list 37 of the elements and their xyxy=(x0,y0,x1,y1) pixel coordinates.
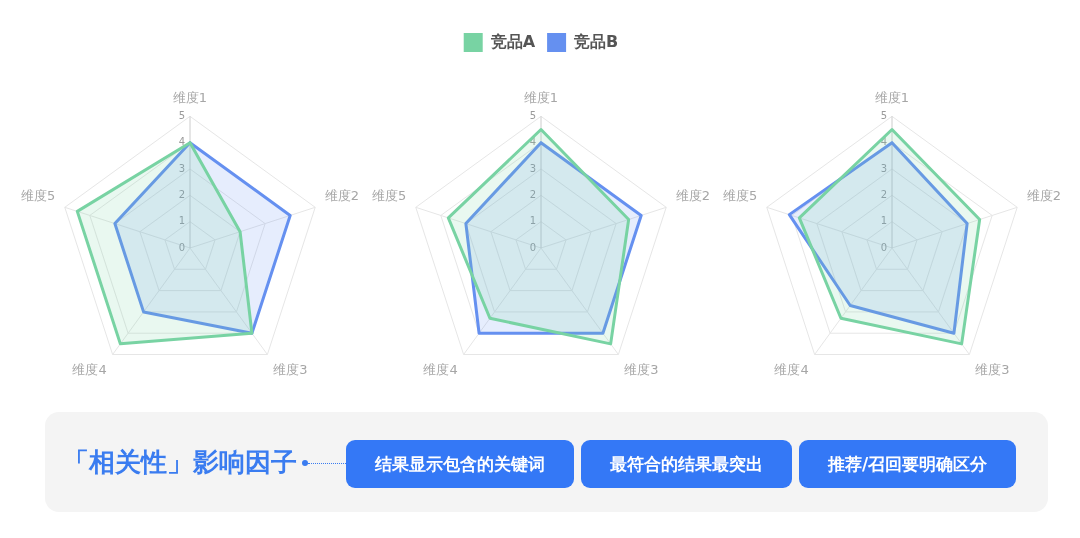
spoke-label: 维度2 xyxy=(1026,187,1062,203)
spoke-label: 维度3 xyxy=(624,361,659,377)
y-tick-label: 3 xyxy=(529,162,536,174)
text: 「相关性」影响因子 xyxy=(63,446,297,478)
spoke-label: 维度2 xyxy=(324,187,360,203)
y-tick-label: 2 xyxy=(880,188,887,200)
y-tick-label: 3 xyxy=(178,162,185,174)
y-tick-label: 1 xyxy=(880,215,887,227)
y-tick-label: 5 xyxy=(178,109,185,121)
tag-pill: 结果显示包含的关键词 xyxy=(346,440,574,488)
y-tick-label: 0 xyxy=(178,241,185,253)
spoke-label: 维度1 xyxy=(172,89,208,105)
y-tick-label: 5 xyxy=(880,109,887,121)
y-tick-label: 2 xyxy=(178,188,185,200)
y-tick-label: 1 xyxy=(178,215,185,227)
y-tick-label: 2 xyxy=(529,188,536,200)
spoke-label: 维度5 xyxy=(722,187,758,203)
spoke-label: 维度1 xyxy=(523,89,559,105)
tag-pill: 最符合的结果最突出 xyxy=(581,440,792,488)
spoke-label: 维度5 xyxy=(20,187,56,203)
legend-label: 竞品A xyxy=(489,31,536,51)
y-tick-label: 3 xyxy=(880,162,887,174)
y-tick-label: 0 xyxy=(529,241,536,253)
legend-label: 竞品B xyxy=(573,31,619,51)
y-tick-label: 5 xyxy=(529,109,536,121)
spoke-label: 维度2 xyxy=(675,187,711,203)
spoke-label: 维度4 xyxy=(423,361,458,377)
spoke-label: 维度4 xyxy=(72,361,107,377)
spoke-label: 维度3 xyxy=(273,361,308,377)
y-tick-label: 0 xyxy=(880,241,887,253)
spoke-label: 维度1 xyxy=(874,89,910,105)
tag-pill: 推荐/召回要明确区分 xyxy=(799,440,1017,488)
y-tick-label: 4 xyxy=(178,136,185,148)
spoke-label: 维度4 xyxy=(774,361,809,377)
spoke-label: 维度5 xyxy=(371,187,407,203)
spoke-label: 维度3 xyxy=(975,361,1010,377)
y-tick-label: 1 xyxy=(529,215,536,227)
